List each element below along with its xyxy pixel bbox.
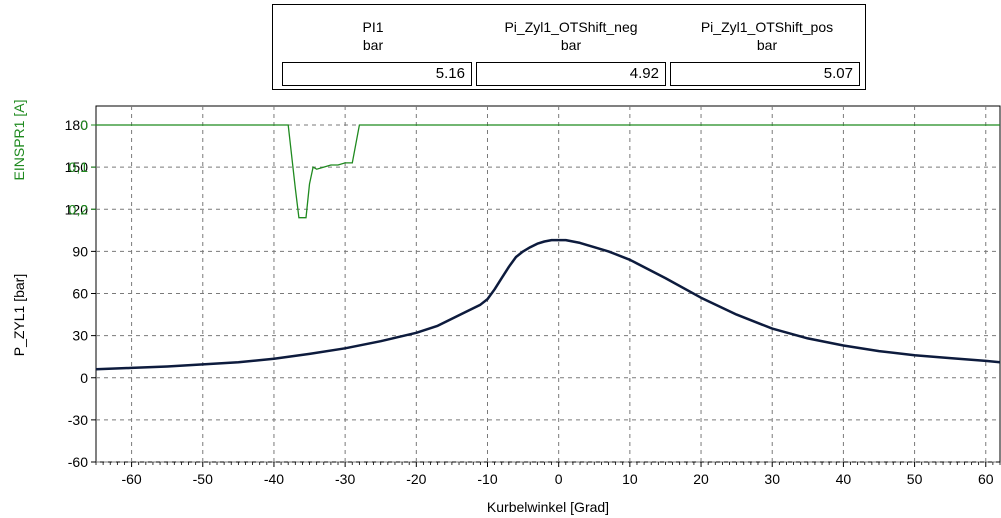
y-tick-label: 120 (65, 201, 89, 217)
x-tick-label: -30 (335, 471, 355, 487)
y-tick-label: -60 (68, 454, 88, 470)
x-tick-label: 50 (907, 471, 923, 487)
injection-curve (96, 124, 1000, 219)
plot-frame (95, 105, 1001, 463)
x-axis-label: Kurbelwinkel [Grad] (487, 499, 609, 515)
value-column-2: Pi_Zyl1_OTShift_neg bar 4.92 (473, 5, 669, 91)
value-box: 5.07 (670, 62, 860, 86)
x-tick-label: 40 (836, 471, 852, 487)
value-box: 4.92 (476, 62, 666, 86)
column-unit: bar (560, 37, 582, 53)
grid-lines (96, 106, 1000, 463)
column-title: Pi_Zyl1_OTShift_pos (700, 19, 834, 35)
x-axis: -60 -50 -40 -30 -20 -10 0 10 20 30 40 50 60 (95, 462, 1001, 487)
y-tick-label: 60 (72, 286, 88, 302)
y-axis-label-pressure: P_ZYL1 [bar] (11, 274, 27, 357)
x-tick-label: 30 (764, 471, 780, 487)
value-table: PI1 bar 5.16 Pi_Zyl1_OTShift_neg bar 4.9… (272, 4, 866, 90)
y-axis-pressure: 180 150 120 90 60 30 0 -30 -60 (65, 117, 96, 470)
column-unit: bar (362, 37, 384, 53)
value-column-3: Pi_Zyl1_OTShift_pos bar 5.07 (669, 5, 865, 91)
x-tick-label: -60 (121, 471, 141, 487)
y-tick-label: 150 (65, 159, 89, 175)
x-tick-label: -40 (264, 471, 284, 487)
y-tick-label: 30 (72, 328, 88, 344)
y-tick-label: 180 (65, 117, 89, 133)
injection-tick-label: 0,2 (69, 201, 89, 217)
x-tick-label: 20 (693, 471, 709, 487)
x-tick-label: 10 (622, 471, 638, 487)
y-tick-label: -30 (68, 412, 88, 428)
column-unit: bar (756, 37, 778, 53)
injection-tick-label: 0 (80, 117, 88, 133)
column-title: Pi_Zyl1_OTShift_neg (504, 19, 638, 35)
value-column-1: PI1 bar 5.16 (273, 5, 473, 91)
y-axis-injection: 0,2 0,1 0 (69, 117, 96, 217)
injection-tick-label: 0,1 (69, 159, 89, 175)
pressure-curve (95, 238, 1001, 371)
series-group (95, 124, 1001, 371)
y-axis-label-injection: EINSPR1 [A] (11, 100, 27, 181)
x-tick-label: 0 (555, 471, 563, 487)
x-tick-label: -50 (193, 471, 213, 487)
x-tick-label: 60 (978, 471, 994, 487)
x-tick-label: -10 (477, 471, 497, 487)
y-tick-label: 0 (80, 370, 88, 386)
value-box: 5.16 (282, 62, 472, 86)
y-tick-label: 90 (72, 243, 88, 259)
x-tick-label: -20 (406, 471, 426, 487)
column-title: PI1 (362, 19, 384, 35)
